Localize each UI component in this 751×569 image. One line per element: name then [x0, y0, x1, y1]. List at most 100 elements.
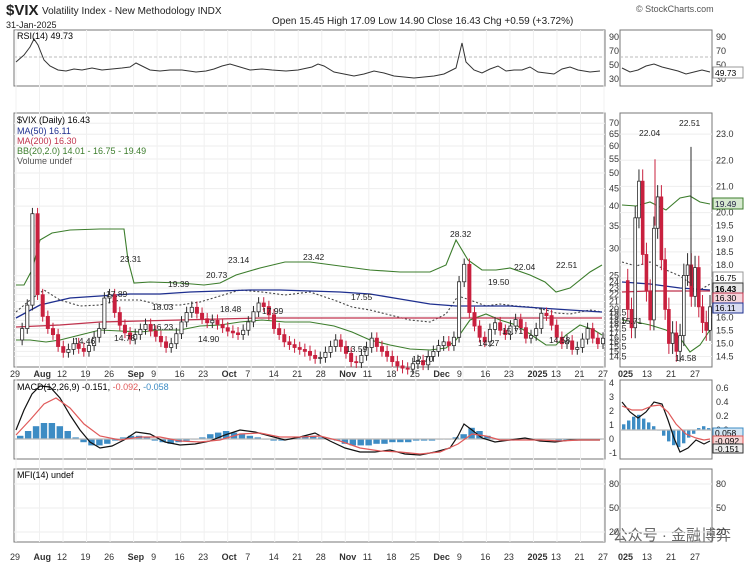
macd-histogram-bar [48, 423, 56, 439]
price-candle [230, 330, 235, 334]
price-candle [81, 348, 86, 352]
price-y-tick: 50 [609, 168, 619, 178]
price-x-tick: 13 [551, 369, 561, 379]
price-annotation: 14.27 [478, 338, 500, 348]
zoom-y-tick: 16.0 [716, 312, 734, 322]
tag-macd2: -0.092 [715, 436, 739, 446]
macd-histogram-bar [302, 435, 309, 439]
price-candle [323, 351, 328, 358]
macd-histogram-bar [32, 426, 40, 439]
price-candle [297, 347, 302, 350]
bottom-x-tick: 18 [386, 552, 396, 562]
zoom-rsi-panel [619, 29, 713, 87]
bottom-x-tick: 28 [316, 552, 326, 562]
bottom-x-tick: 23 [198, 552, 208, 562]
rsi-y-tick: 90 [609, 32, 619, 42]
zoom-macd-histogram-bar [637, 414, 641, 430]
macd-histogram-bar [17, 435, 24, 439]
volume-legend: Volume undef [17, 156, 73, 166]
price-candle [477, 325, 482, 338]
price-candle [112, 294, 117, 313]
macd-histogram-bar [381, 439, 388, 444]
zoom-y-tick: 23.0 [716, 129, 734, 139]
price-y-tick: 45 [609, 184, 619, 194]
price-candle [585, 328, 590, 340]
price-candle [549, 315, 554, 326]
price-candle [40, 294, 45, 317]
bottom-x-tick: 11 [363, 552, 372, 562]
rsi-y-tick: 50 [609, 60, 619, 70]
price-candle [534, 328, 539, 336]
bottom-x-tick: 16 [480, 552, 490, 562]
price-candle [343, 346, 348, 354]
price-y-tick: 19.5 [609, 308, 627, 318]
price-candle [503, 329, 508, 336]
price-candle [364, 347, 369, 356]
mfi-panel [13, 468, 606, 543]
price-annotation: 14.90 [198, 334, 220, 344]
price-candle [164, 341, 169, 348]
tag-ma50: 16.11 [715, 303, 736, 313]
macd-histogram-bar [310, 435, 317, 439]
price-candle [508, 325, 513, 336]
price-candle [436, 345, 441, 352]
macd-y-tick: 3 [609, 392, 614, 402]
ma50-legend: MA(50) 16.11 [17, 126, 71, 136]
zoom-candle [633, 217, 638, 329]
zoom-y-tick: 15.5 [716, 325, 734, 335]
price-annotation: 17.99 [262, 306, 284, 316]
price-x-tick: Nov [339, 369, 356, 379]
price-candle [369, 337, 374, 348]
price-candle [282, 334, 287, 343]
macd-histogram-bar [127, 435, 135, 439]
price-candle [421, 360, 426, 366]
price-candle [169, 343, 174, 348]
zoom-mfi-panel [619, 468, 713, 543]
zoom-candle [708, 306, 712, 331]
price-annotation: 19.39 [168, 279, 190, 289]
macd-histogram-bar [428, 439, 436, 441]
price-x-tick: 25 [410, 369, 420, 379]
price-candle [405, 367, 410, 370]
macd-histogram-bar [40, 423, 48, 439]
zoom-bottom-x-tick: 27 [690, 552, 700, 562]
price-candle [158, 335, 163, 343]
price-candle [467, 263, 472, 313]
price-annotation: 14.58 [549, 335, 571, 345]
zoom-candle [685, 264, 690, 276]
zoom-x-tick: 21 [666, 369, 676, 379]
price-candle [529, 335, 534, 339]
price-candle [220, 323, 225, 329]
zoom-macd-histogram-bar [642, 418, 646, 430]
macd-panel [13, 379, 606, 460]
price-annotation: 12.70 [412, 354, 434, 364]
price-x-tick: 2025 [527, 369, 547, 379]
macd-histogram-bar [563, 439, 570, 441]
price-annotation: 17.89 [106, 289, 128, 299]
price-annotation: 22.51 [556, 260, 578, 270]
price-candle [333, 339, 338, 347]
zoom-candle [648, 290, 652, 321]
macd-histogram-bar [112, 439, 119, 441]
price-candle [76, 343, 81, 349]
price-annotation: 28.32 [450, 229, 472, 239]
bb-legend: BB(20,2.0) 14.01 - 16.75 - 19.49 [17, 146, 146, 156]
price-legend: $VIX (Daily) 16.43 [17, 115, 90, 125]
price-candle [56, 334, 61, 347]
zoom-candle [625, 280, 630, 310]
zoom-candle [652, 227, 656, 321]
zoom-candle [659, 196, 664, 261]
price-candle [194, 306, 199, 314]
zoom-y-tick: 22.0 [716, 155, 734, 165]
price-candle [200, 312, 205, 320]
macd-histogram-bar [278, 439, 285, 441]
macd-line [15, 385, 600, 456]
price-y-tick: 25 [609, 271, 619, 281]
rsi-series [14, 38, 712, 79]
bottom-x-tick: Dec [433, 552, 450, 562]
bottom-x-tick: 21 [292, 552, 302, 562]
zoom-bottom-x-tick: 025 [618, 552, 633, 562]
price-annotation: 14.46 [74, 336, 96, 346]
zoom-rsi-y-tick: 30 [716, 74, 726, 84]
zoom-macd-histogram-bar [682, 430, 686, 444]
